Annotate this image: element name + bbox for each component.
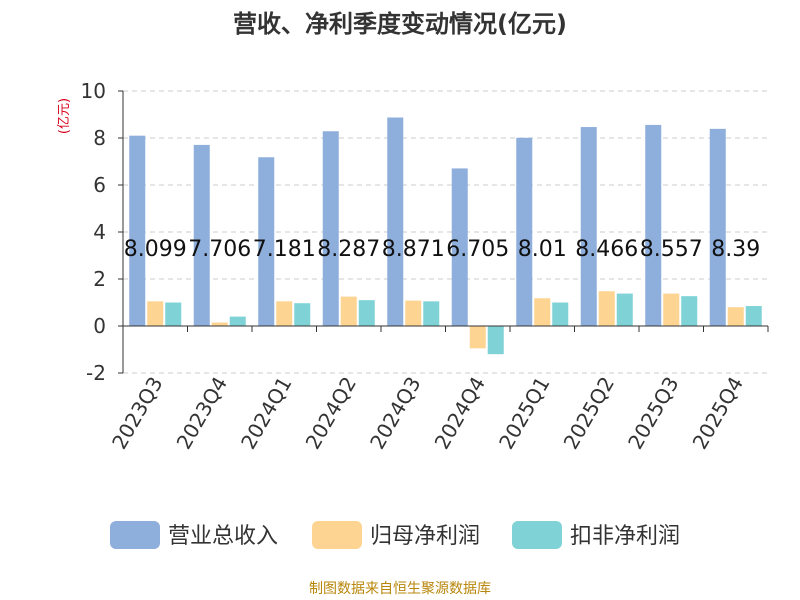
y-axis-label: (亿元) bbox=[57, 98, 72, 134]
x-tick-label: 2024Q3 bbox=[365, 373, 425, 454]
bar-2023Q3-0 bbox=[129, 135, 146, 326]
legend-label: 扣非净利润 bbox=[570, 524, 680, 549]
bar-2025Q2-0 bbox=[580, 127, 597, 326]
bar-2025Q2-1 bbox=[598, 291, 615, 326]
source-note: 制图数据来自恒生聚源数据库 bbox=[309, 581, 491, 597]
data-label: 7.706 bbox=[188, 237, 251, 262]
bar-2025Q3-0 bbox=[645, 124, 662, 327]
data-label: 8.466 bbox=[575, 237, 638, 262]
bar-2024Q3-0 bbox=[387, 117, 404, 327]
y-tick-labels: -2 0 2 4 6 8 10 bbox=[81, 79, 106, 385]
legend-label: 营业总收入 bbox=[168, 524, 278, 549]
y-tick-label: 6 bbox=[93, 173, 106, 197]
data-label: 8.39 bbox=[711, 237, 760, 262]
bar-2023Q3-1 bbox=[147, 301, 164, 326]
bar-2024Q1-0 bbox=[258, 157, 275, 326]
data-label: 8.099 bbox=[124, 237, 187, 262]
x-tick-label: 2023Q3 bbox=[107, 373, 167, 454]
bar-2023Q4-0 bbox=[193, 144, 210, 326]
legend-swatch bbox=[312, 521, 362, 549]
legend-label: 归母净利润 bbox=[370, 524, 480, 549]
bar-2024Q1-1 bbox=[276, 301, 293, 326]
bar-2025Q3-1 bbox=[663, 293, 680, 326]
bar-2024Q2-0 bbox=[322, 131, 339, 326]
bar-2025Q3-2 bbox=[681, 296, 698, 326]
x-tick-label: 2024Q2 bbox=[301, 373, 361, 454]
legend: 营业总收入 归母净利润 扣非净利润 bbox=[110, 521, 680, 549]
data-label: 8.01 bbox=[518, 237, 567, 262]
data-label: 8.871 bbox=[382, 237, 445, 262]
bar-2025Q4-0 bbox=[709, 128, 726, 326]
bars bbox=[129, 117, 762, 355]
bar-2025Q2-2 bbox=[616, 293, 633, 326]
bar-2024Q3-1 bbox=[405, 300, 422, 326]
data-label: 8.287 bbox=[317, 237, 380, 262]
y-tick-label: 8 bbox=[93, 126, 106, 150]
bar-2025Q1-2 bbox=[552, 302, 569, 326]
bar-2024Q4-2 bbox=[487, 326, 504, 355]
y-tick-label: 4 bbox=[93, 220, 106, 244]
bar-2024Q4-0 bbox=[451, 168, 468, 326]
chart-title: 营收、净利季度变动情况(亿元) bbox=[233, 10, 567, 38]
axes bbox=[118, 90, 769, 374]
y-tick-label: 0 bbox=[93, 314, 106, 338]
legend-swatch bbox=[110, 521, 160, 549]
bar-2023Q4-1 bbox=[211, 322, 228, 326]
bar-2025Q1-1 bbox=[534, 298, 551, 326]
bar-2024Q4-1 bbox=[469, 326, 486, 349]
legend-item-2[interactable]: 扣非净利润 bbox=[512, 521, 680, 549]
data-labels: 8.099 7.706 7.181 8.287 8.871 6.705 8.01 8.466 8… bbox=[124, 237, 760, 262]
x-tick-label: 2025Q3 bbox=[623, 373, 683, 454]
data-label: 7.181 bbox=[253, 237, 316, 262]
data-label: 8.557 bbox=[640, 237, 703, 262]
bar-2024Q3-2 bbox=[423, 301, 440, 326]
bar-2023Q4-2 bbox=[229, 316, 246, 326]
y-tick-label: 2 bbox=[93, 267, 106, 291]
data-label: 6.705 bbox=[446, 237, 509, 262]
x-tick-labels: 2023Q3 2023Q4 2024Q1 2024Q2 2024Q3 2024Q4 2025… bbox=[107, 373, 748, 454]
y-tick-label: -2 bbox=[86, 361, 106, 385]
x-tick-label: 2025Q4 bbox=[688, 373, 748, 454]
legend-item-1[interactable]: 归母净利润 bbox=[312, 521, 480, 549]
bar-2025Q1-0 bbox=[516, 137, 533, 326]
x-tick-label: 2024Q1 bbox=[236, 373, 296, 454]
legend-item-0[interactable]: 营业总收入 bbox=[110, 521, 278, 549]
x-tick-label: 2025Q2 bbox=[559, 373, 619, 454]
bar-2023Q3-2 bbox=[165, 302, 182, 326]
bar-2025Q4-1 bbox=[727, 307, 744, 326]
bar-2025Q4-2 bbox=[745, 306, 762, 326]
legend-swatch bbox=[512, 521, 562, 549]
bar-2024Q2-2 bbox=[358, 300, 375, 326]
x-tick-label: 2025Q1 bbox=[494, 373, 554, 454]
bar-2024Q1-2 bbox=[294, 303, 311, 326]
x-tick-label: 2024Q4 bbox=[430, 373, 490, 454]
bar-2024Q2-1 bbox=[340, 296, 357, 326]
x-tick-label: 2023Q4 bbox=[172, 373, 232, 454]
y-tick-label: 10 bbox=[81, 79, 106, 103]
